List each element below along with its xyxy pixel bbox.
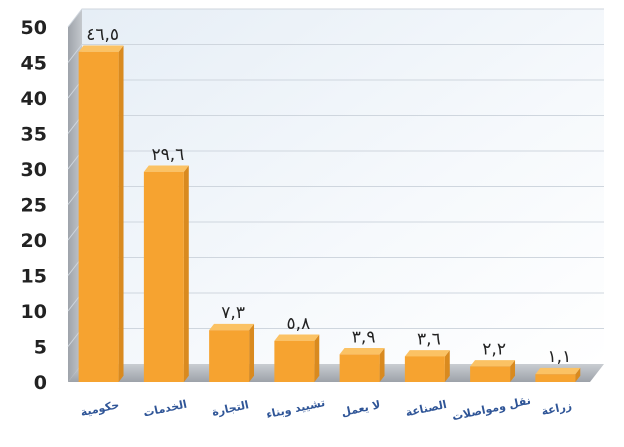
bar-top xyxy=(339,348,385,355)
y-tick-label: 5 xyxy=(34,337,47,359)
bar-front xyxy=(404,356,445,382)
bar xyxy=(209,323,255,382)
bar-side xyxy=(510,360,516,382)
bars xyxy=(78,45,581,383)
bar xyxy=(274,334,320,382)
y-tick-label: 45 xyxy=(21,53,47,75)
bar xyxy=(78,45,124,383)
data-labels: ٤٦,٥ ٢٩,٦ ٧,٣ ٥,٨ ٣,٩ ٣,٦ ٢,٢ ١,١ xyxy=(86,25,571,367)
x-axis: حكومية الخدمات التجارة تشييد وبناء لا يعمل ال… xyxy=(79,394,573,423)
x-tick-label: تشييد وبناء xyxy=(265,396,326,421)
gridline xyxy=(67,44,604,63)
y-tick-label: 20 xyxy=(21,230,47,252)
y-tick-label: 0 xyxy=(34,372,47,394)
bar-top xyxy=(274,334,320,341)
y-tick-label: 40 xyxy=(21,88,47,110)
y-tick-label: 50 xyxy=(21,17,47,39)
bar-top xyxy=(535,367,581,375)
bar-front xyxy=(339,354,380,382)
bar-side xyxy=(444,350,450,382)
bar-front xyxy=(209,330,250,382)
data-label: ٥,٨ xyxy=(287,314,311,334)
y-tick-label: 15 xyxy=(21,266,47,288)
x-tick-label: زراعة xyxy=(540,399,573,418)
bar-front xyxy=(470,366,511,382)
y-tick-label: 35 xyxy=(21,124,47,146)
bar xyxy=(143,165,189,382)
data-label: ٣,٩ xyxy=(352,327,376,347)
bar-front xyxy=(535,374,576,382)
y-tick-label: 10 xyxy=(21,301,47,323)
data-label: ٣,٦ xyxy=(417,329,441,349)
bar-side xyxy=(314,334,320,382)
bar-top xyxy=(143,165,189,172)
x-tick-label: الخدمات xyxy=(142,398,188,420)
gridline xyxy=(67,8,604,28)
bar-side xyxy=(575,367,581,382)
bar-side xyxy=(379,348,385,382)
data-label: ٢٩,٦ xyxy=(151,145,184,165)
bar-top xyxy=(78,45,124,52)
y-tick-label: 25 xyxy=(21,195,47,217)
x-tick-label: لا يعمل xyxy=(340,398,381,419)
data-label: ٤٦,٥ xyxy=(86,25,119,45)
x-tick-label: نقل ومواصلات xyxy=(451,394,532,423)
bar-side xyxy=(249,323,255,382)
bar xyxy=(404,350,450,382)
data-label: ٧,٣ xyxy=(221,303,245,323)
floor-plane xyxy=(68,364,604,382)
x-tick-label: حكومية xyxy=(79,398,120,419)
data-label: ٢,٢ xyxy=(482,339,506,359)
bar xyxy=(470,360,516,382)
chart-floor xyxy=(68,364,604,382)
bar-side xyxy=(118,45,124,383)
bar-side xyxy=(183,165,189,382)
data-label: ١,١ xyxy=(548,347,572,367)
bar xyxy=(339,348,385,382)
bar-top xyxy=(470,360,516,367)
bar xyxy=(535,367,581,382)
bar-front xyxy=(78,51,119,382)
y-tick-label: 30 xyxy=(21,159,47,181)
bar-top xyxy=(404,350,450,357)
x-tick-label: الصناعة xyxy=(404,398,447,419)
x-tick-label: التجارة xyxy=(211,398,250,418)
bar-front xyxy=(143,171,184,382)
bar-front xyxy=(274,340,315,382)
y-axis: 0 5 10 15 20 25 30 35 40 45 50 xyxy=(21,17,47,394)
bar-top xyxy=(209,323,255,331)
